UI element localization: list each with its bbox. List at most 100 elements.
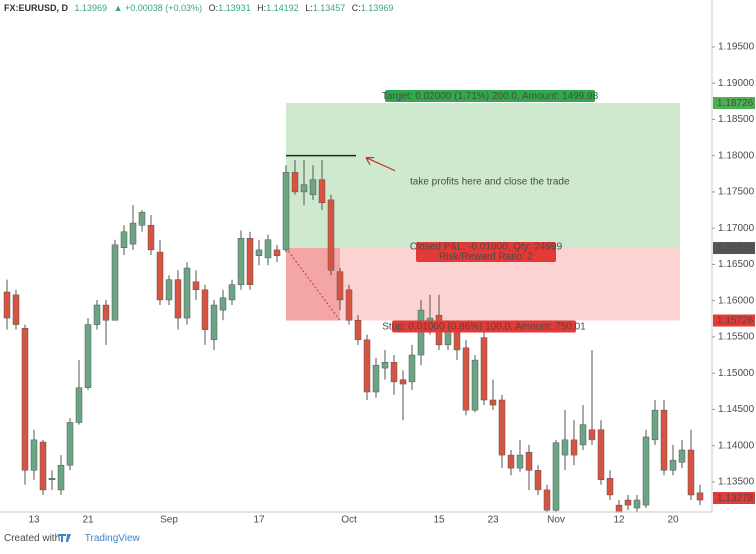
y-tick-label: 1.15000 <box>718 368 755 379</box>
candle-body <box>399 379 407 385</box>
x-tick-label: 12 <box>613 515 625 526</box>
logo <box>58 534 71 542</box>
price-marker <box>713 492 755 505</box>
candle-body <box>561 439 569 456</box>
footer: Created with TradingView <box>4 533 141 544</box>
stop-label-bg <box>392 320 576 333</box>
y-tick-label: 1.17000 <box>718 223 755 234</box>
price-marker <box>713 242 755 255</box>
candle-body <box>615 504 623 513</box>
candle-body <box>120 231 128 248</box>
candle-body <box>606 478 614 496</box>
ratio-label: Risk/Reward Ratio: 2 <box>439 252 533 263</box>
x-tick-label: 21 <box>82 515 94 526</box>
annotation-text: take profits here and close the trade <box>410 176 570 187</box>
candle-body <box>327 199 335 271</box>
candle-body <box>21 327 29 471</box>
candle-body <box>336 271 344 301</box>
stop-label: Stop: 0.01000 (0.86%) 100.0, Amount: 750… <box>382 322 586 333</box>
candle-body <box>507 454 515 469</box>
candle-body <box>417 309 425 356</box>
x-tick-label: 15 <box>433 515 445 526</box>
candle-body <box>318 179 326 204</box>
x-tick-label: 13 <box>28 515 40 526</box>
candle-body <box>84 324 92 388</box>
candle-body <box>300 184 308 193</box>
candle-body <box>48 478 56 480</box>
candle-body <box>390 362 398 383</box>
x-tick-label: Oct <box>341 515 357 526</box>
price-marker-label: 1.13278 <box>717 493 754 504</box>
candle-body <box>183 267 191 319</box>
candle-body <box>354 319 362 341</box>
candle-body <box>156 251 164 301</box>
candle-body <box>480 337 488 401</box>
candle-body <box>372 364 380 393</box>
candle-body <box>516 454 524 469</box>
price-marker <box>713 314 755 327</box>
candle-body <box>201 289 209 330</box>
candle-body <box>381 362 389 369</box>
candle-body <box>147 225 155 251</box>
y-tick-label: 1.16000 <box>718 295 755 306</box>
x-tick-label: 17 <box>253 515 265 526</box>
candle-body <box>633 499 641 509</box>
candle-body <box>534 470 542 491</box>
candle-body <box>111 244 119 321</box>
candle-body <box>462 347 470 411</box>
change: ▲ +0.00038 (+0.03%) <box>114 3 202 13</box>
y-tick-label: 1.17500 <box>718 187 755 198</box>
candle-body <box>255 249 263 256</box>
candle-body <box>66 422 74 466</box>
x-tick-label: 20 <box>667 515 679 526</box>
x-tick-label: Sep <box>160 515 178 526</box>
candle-body <box>471 359 479 411</box>
candle-body <box>687 449 695 496</box>
annotation-arrow <box>365 157 396 172</box>
candle-body <box>57 464 65 491</box>
field-value: 1.14192 <box>266 3 299 13</box>
y-tick-label: 1.15500 <box>718 332 755 343</box>
y-tick-label: 1.13500 <box>718 477 755 488</box>
candle-body <box>39 441 47 491</box>
candle-body <box>30 439 38 471</box>
price-marker-label: 1.15726 <box>717 316 754 327</box>
price-marker-label: 1.18726 <box>717 98 754 109</box>
last: 1.13969 <box>75 3 108 13</box>
candle-body <box>237 238 245 285</box>
candle-body <box>525 451 533 471</box>
field-label: C: <box>352 3 361 13</box>
candle-body <box>696 492 704 501</box>
candle-body <box>408 354 416 383</box>
trade-path <box>285 247 341 321</box>
x-tick-label: Nov <box>547 515 565 526</box>
plot-area: take profits here and close the trade Tar… <box>3 90 704 513</box>
y-tick-label: 1.19000 <box>718 78 755 89</box>
candle-body <box>93 304 101 325</box>
footer-brand[interactable]: TradingView <box>85 533 141 544</box>
candle-body <box>192 281 200 291</box>
y-tick-label: 1.18000 <box>718 150 755 161</box>
field-label: H: <box>257 3 266 13</box>
candle-body <box>570 439 578 456</box>
candle-body <box>102 304 110 321</box>
candle-body <box>165 279 173 301</box>
y-tick-label: 1.19500 <box>718 42 755 53</box>
header: FX:EURUSD, D 1.13969 ▲ +0.00038 (+0.03%)… <box>4 3 393 13</box>
candle-body <box>228 284 236 301</box>
candle-body <box>138 211 146 226</box>
y-tick-label: 1.14500 <box>718 404 755 415</box>
target-zone <box>286 103 680 249</box>
candle-body <box>624 499 632 506</box>
candle-body <box>597 429 605 480</box>
candle-body <box>660 409 668 471</box>
target-label-bg <box>385 90 595 103</box>
candle-body <box>678 449 686 463</box>
target-label: Target: 0.02000 (1.71%) 200.0, Amount: 1… <box>382 91 599 102</box>
symbol: FX:EURUSD, D <box>4 3 69 13</box>
candle-body <box>543 489 551 511</box>
y-tick-label: 1.16500 <box>718 259 755 270</box>
x-tick-label: 23 <box>487 515 499 526</box>
candle-body <box>210 304 218 341</box>
